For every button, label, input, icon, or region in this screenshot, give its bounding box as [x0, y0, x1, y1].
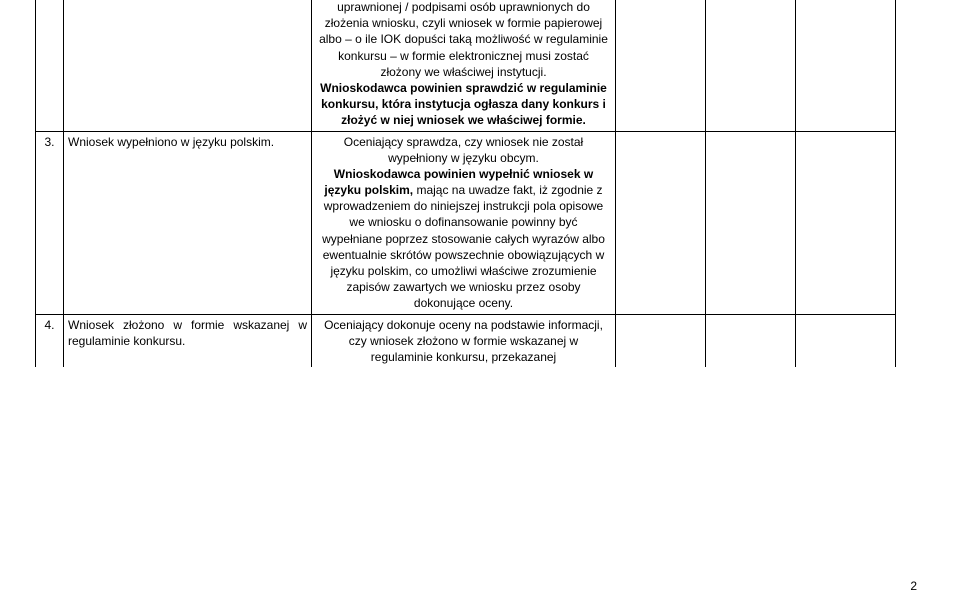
row-number	[36, 0, 63, 1]
description-cell: Oceniający dokonuje oceny na podstawie i…	[312, 315, 615, 368]
desc-rest: mając na uwadze fakt, iż zgodnie z wprow…	[322, 183, 605, 310]
table-row: uprawnionej / podpisami osób uprawnionyc…	[36, 0, 896, 131]
table-row: 3. Wniosek wypełniono w języku polskim. …	[36, 131, 896, 314]
table-row: 4. Wniosek złożono w formie wskazanej w …	[36, 314, 896, 367]
desc-bold: Wnioskodawca powinien sprawdzić w regula…	[320, 81, 607, 127]
criterion-text: Wniosek złożono w formie wskazanej w reg…	[64, 315, 311, 351]
document-table: uprawnionej / podpisami osób uprawnionyc…	[35, 0, 896, 367]
description-cell: uprawnionej / podpisami osób uprawnionyc…	[312, 0, 615, 131]
description-cell: Oceniający sprawdza, czy wniosek nie zos…	[312, 132, 615, 314]
desc-text: Oceniający sprawdza, czy wniosek nie zos…	[344, 135, 583, 165]
row-number: 4.	[36, 315, 63, 335]
desc-text: Oceniający dokonuje oceny na podstawie i…	[324, 318, 603, 364]
criterion-text	[64, 0, 311, 1]
page-number: 2	[910, 578, 917, 594]
row-number: 3.	[36, 132, 63, 152]
criterion-text: Wniosek wypełniono w języku polskim.	[64, 132, 311, 152]
desc-text: uprawnionej / podpisami osób uprawnionyc…	[319, 0, 608, 79]
